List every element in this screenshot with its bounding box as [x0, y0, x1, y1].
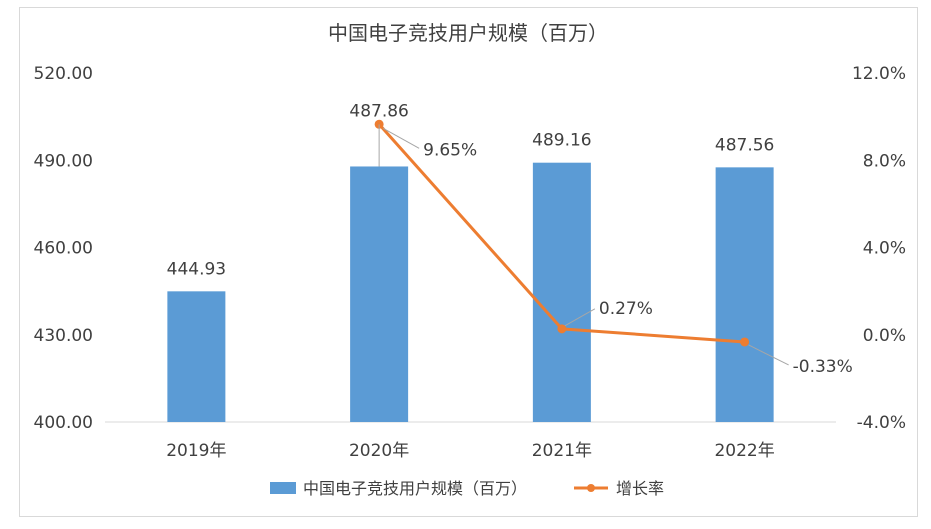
plot-area: 400.00 430.00 460.00 490.00 520.00 -4.0% 0.0% 4… [34, 64, 906, 461]
y-left-tick-label: 430.00 [34, 326, 93, 346]
y-right-tick-label: 12.0% [852, 64, 906, 84]
y-left-tick-label: 460.00 [34, 239, 93, 259]
growth-point [557, 324, 567, 334]
line-data-label: 0.27% [599, 299, 653, 319]
y-right-tick-label: -4.0% [857, 413, 906, 433]
bar [167, 291, 226, 422]
x-tick-label: 2019年 [166, 441, 226, 461]
growth-point [740, 337, 750, 347]
y-left-tick-label: 490.00 [34, 151, 93, 171]
chart-title: 中国电子竞技用户规模（百万） [328, 21, 608, 45]
bar-data-label: 489.16 [532, 131, 591, 151]
line-data-label: -0.33% [793, 357, 853, 377]
y-right-tick-label: 8.0% [863, 151, 906, 171]
line-data-label: 9.65% [423, 140, 477, 160]
bar [532, 162, 591, 422]
line-label-leader [382, 127, 420, 149]
bar [350, 166, 409, 422]
growth-point [374, 119, 384, 129]
legend-line-marker [587, 484, 595, 492]
bar-data-label: 444.93 [167, 259, 226, 279]
chart-frame [19, 7, 918, 517]
bar-data-label: 487.56 [715, 135, 774, 155]
x-tick-label: 2021年 [532, 441, 592, 461]
y-left-tick-label: 400.00 [34, 413, 93, 433]
line-label-leader [564, 308, 596, 327]
y-right-tick-label: 0.0% [863, 326, 906, 346]
legend-bar-label: 中国电子竞技用户规模（百万） [303, 479, 527, 498]
bar [715, 167, 774, 422]
x-tick-label: 2020年 [349, 441, 409, 461]
x-tick-label: 2022年 [714, 441, 774, 461]
y-right-tick-label: 4.0% [863, 239, 906, 259]
bar-data-label: 487.86 [349, 101, 408, 121]
legend-bar-swatch [270, 482, 296, 494]
legend: 中国电子竞技用户规模（百万） 增长率 [270, 479, 664, 498]
legend-line-label: 增长率 [616, 479, 664, 498]
y-left-tick-label: 520.00 [34, 64, 93, 84]
line-label-leader [748, 344, 789, 366]
